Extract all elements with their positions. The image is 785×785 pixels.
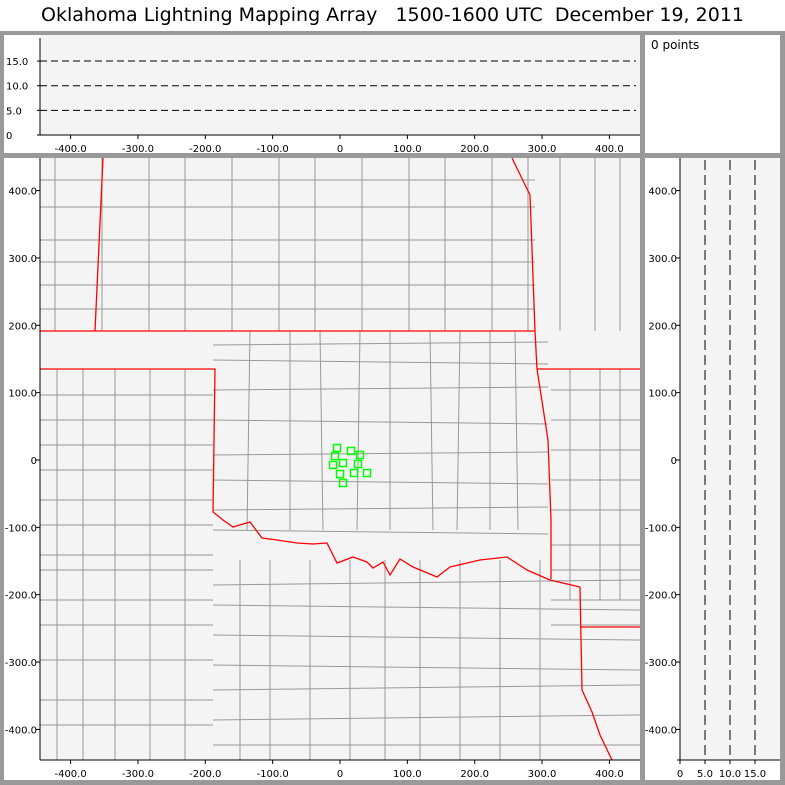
county-line — [212, 604, 641, 611]
side-y-tick-label: 0 — [671, 456, 677, 467]
top-y-axis-area — [4, 35, 40, 135]
plan-y-tick-label: 0 — [31, 456, 37, 467]
side-y-tick-label: -400.0 — [645, 725, 677, 736]
info-panel: 0 points — [645, 35, 780, 153]
county-line — [212, 714, 641, 721]
top-x-axis-area — [4, 135, 640, 153]
county-line — [212, 579, 641, 586]
side-x-tick-label: 10.0 — [719, 769, 741, 780]
plan-x-tick-label: 100.0 — [393, 769, 422, 780]
plan-x-axis-area — [4, 760, 640, 780]
state-border-line — [511, 157, 552, 579]
side-y-tick-label: 100.0 — [648, 389, 677, 400]
county-line — [429, 330, 434, 531]
plan-x-tick-label: -300.0 — [122, 769, 154, 780]
side-x-tick-label: 15.0 — [744, 769, 766, 780]
top-y-tick-label: 15.0 — [6, 57, 28, 68]
county-line — [212, 664, 641, 671]
state-border-line — [40, 368, 216, 513]
station-marker — [353, 459, 363, 469]
top-x-tick-label: 400.0 — [595, 144, 624, 155]
station-marker — [332, 443, 342, 453]
county-line — [212, 479, 549, 485]
plan-x-tick-label: 200.0 — [460, 769, 489, 780]
side-y-tick-label: 400.0 — [648, 187, 677, 198]
altitude-x-panel — [4, 35, 640, 153]
county-line — [212, 506, 549, 511]
plan-y-tick-label: -200.0 — [5, 591, 37, 602]
county-line — [212, 529, 549, 535]
county-line — [456, 330, 461, 531]
county-line — [212, 359, 549, 365]
state-border-line — [94, 157, 104, 332]
plan-y-tick-label: -100.0 — [5, 523, 37, 534]
axes: -400.0 -300.0 -200.0 -100.0 0 100.0 200.0 300.0… — [5, 38, 780, 780]
side-x-axis-area — [645, 760, 780, 780]
plan-y-tick-label: -300.0 — [5, 658, 37, 669]
top-x-tick-label: 0 — [337, 144, 343, 155]
station-marker — [355, 450, 365, 460]
plan-x-tick-label: -200.0 — [189, 769, 221, 780]
plan-x-tick-label: 300.0 — [528, 769, 557, 780]
side-x-tick-label: 5.0 — [697, 769, 713, 780]
station-marker — [338, 478, 348, 488]
station-marker — [335, 469, 345, 479]
top-x-tick-label: 200.0 — [460, 144, 489, 155]
plan-y-tick-label: -400.0 — [5, 725, 37, 736]
county-line — [246, 330, 251, 531]
county-line — [212, 684, 641, 691]
points-count: 0 points — [651, 38, 700, 52]
top-y-tick-label: 0 — [6, 131, 12, 142]
station-markers — [328, 443, 372, 488]
state-border-line — [212, 511, 581, 588]
side-y-axis-area — [645, 158, 680, 760]
station-marker — [349, 468, 359, 478]
side-y-tick-label: -100.0 — [645, 523, 677, 534]
top-x-tick-label: 100.0 — [393, 144, 422, 155]
top-x-tick-label: -300.0 — [122, 144, 154, 155]
top-x-tick-label: -400.0 — [54, 144, 86, 155]
side-y-tick-label: -300.0 — [645, 658, 677, 669]
county-borders — [40, 158, 641, 760]
county-line — [212, 386, 549, 391]
top-y-tick-label: 5.0 — [6, 106, 22, 117]
plan-x-tick-label: -400.0 — [54, 769, 86, 780]
station-marker — [362, 468, 372, 478]
county-line — [212, 451, 549, 456]
chart-title: Oklahoma Lightning Mapping Array 1500-16… — [0, 0, 785, 31]
plan-y-tick-label: 300.0 — [8, 254, 37, 265]
county-line — [319, 330, 324, 531]
county-line — [514, 330, 519, 531]
county-line — [356, 330, 361, 531]
plan-y-tick-label: 400.0 — [8, 187, 37, 198]
side-y-tick-label: 300.0 — [648, 254, 677, 265]
top-x-tick-label: -100.0 — [257, 144, 289, 155]
top-x-tick-label: -200.0 — [189, 144, 221, 155]
plan-x-tick-label: -100.0 — [257, 769, 289, 780]
top-x-tick-label: 300.0 — [528, 144, 557, 155]
station-marker — [328, 460, 338, 470]
plan-y-tick-label: 200.0 — [8, 321, 37, 332]
plan-x-tick-label: 400.0 — [595, 769, 624, 780]
plan-x-tick-label: 0 — [337, 769, 343, 780]
side-y-tick-label: -200.0 — [645, 591, 677, 602]
station-marker — [346, 446, 356, 456]
side-x-tick-label: 0 — [677, 769, 683, 780]
station-marker — [330, 451, 340, 461]
state-border-line — [579, 586, 613, 761]
top-y-tick-label: 10.0 — [6, 82, 28, 93]
county-line — [212, 419, 549, 425]
state-borders — [40, 157, 640, 761]
plan-y-tick-label: 100.0 — [8, 389, 37, 400]
county-line — [212, 634, 641, 641]
county-line — [212, 341, 549, 346]
side-y-tick-label: 200.0 — [648, 321, 677, 332]
plan-y-axis-area — [4, 158, 40, 760]
station-marker — [338, 458, 348, 468]
